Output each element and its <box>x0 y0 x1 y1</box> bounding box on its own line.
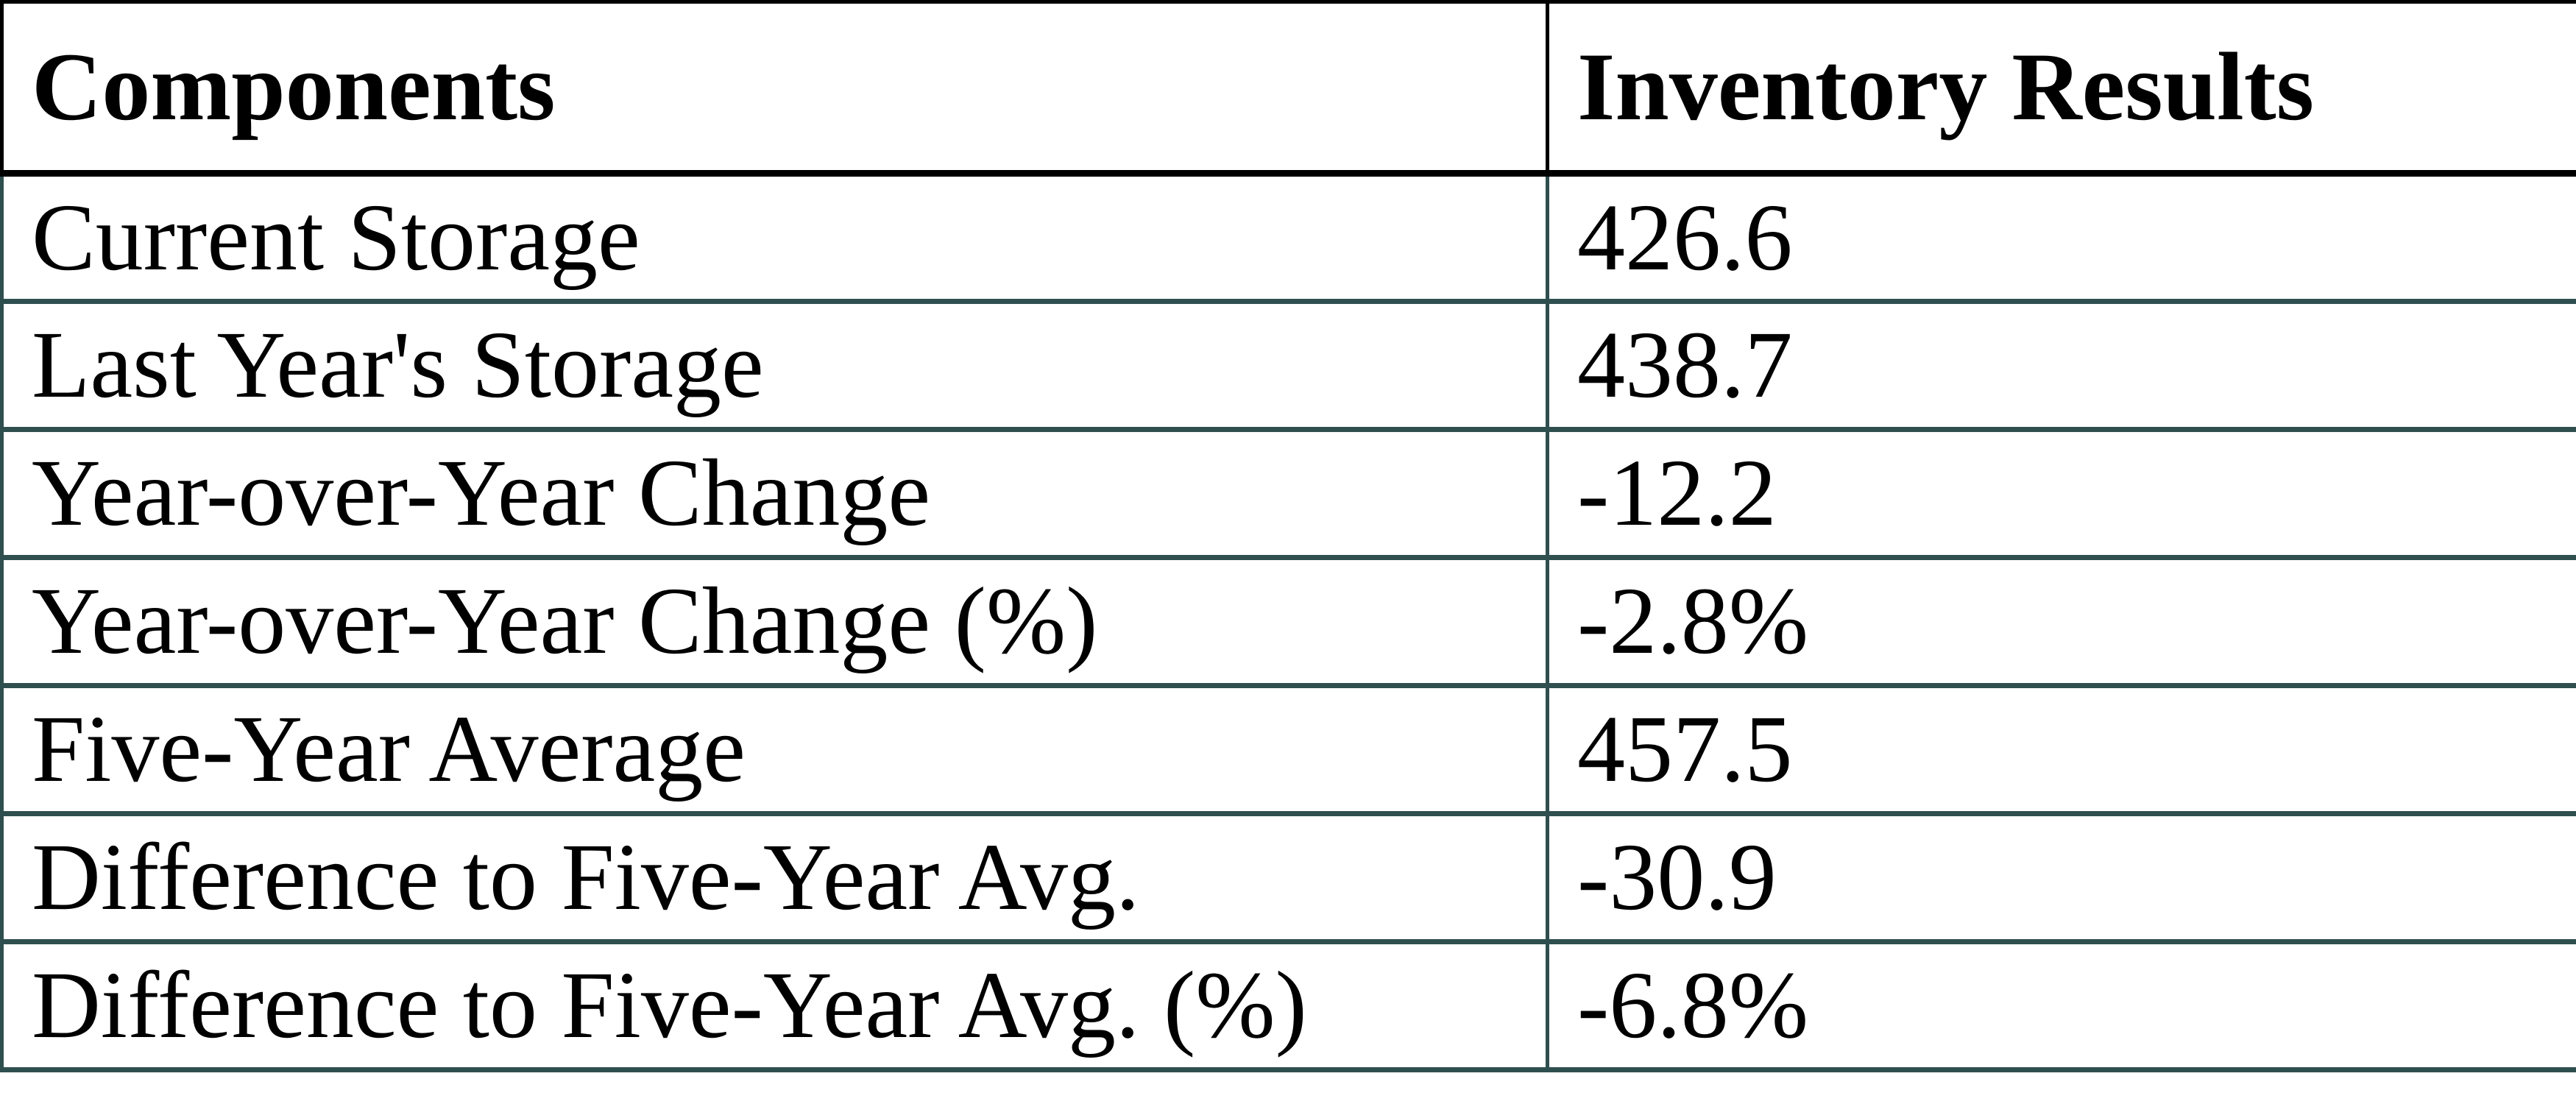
component-label-cell: Five-Year Average <box>0 683 1549 816</box>
table-row: Difference to Five-Year Avg. -30.9 <box>0 811 2576 944</box>
inventory-results-table: Components Inventory Results Current Sto… <box>0 0 2576 1072</box>
component-label-cell: Last Year's Storage <box>0 299 1549 432</box>
table-row: Five-Year Average 457.5 <box>0 683 2576 816</box>
inventory-value-cell: -12.2 <box>1546 427 2576 560</box>
component-label-cell: Difference to Five-Year Avg. (%) <box>0 939 1549 1072</box>
table-row: Year-over-Year Change -12.2 <box>0 427 2576 560</box>
component-label-cell: Current Storage <box>0 171 1549 304</box>
column-header-inventory-results: Inventory Results <box>1546 0 2576 177</box>
inventory-value-cell: -2.8% <box>1546 555 2576 688</box>
table-header-row: Components Inventory Results <box>0 0 2576 177</box>
inventory-value-cell: -6.8% <box>1546 939 2576 1072</box>
inventory-value-cell: -30.9 <box>1546 811 2576 944</box>
component-label-cell: Difference to Five-Year Avg. <box>0 811 1549 944</box>
inventory-value-cell: 438.7 <box>1546 299 2576 432</box>
table-row: Current Storage 426.6 <box>0 171 2576 304</box>
inventory-value-cell: 457.5 <box>1546 683 2576 816</box>
inventory-value-cell: 426.6 <box>1546 171 2576 304</box>
component-label-cell: Year-over-Year Change <box>0 427 1549 560</box>
table-row: Year-over-Year Change (%) -2.8% <box>0 555 2576 688</box>
table-row: Last Year's Storage 438.7 <box>0 299 2576 432</box>
component-label-cell: Year-over-Year Change (%) <box>0 555 1549 688</box>
table-row: Difference to Five-Year Avg. (%) -6.8% <box>0 939 2576 1072</box>
column-header-components: Components <box>0 0 1549 177</box>
